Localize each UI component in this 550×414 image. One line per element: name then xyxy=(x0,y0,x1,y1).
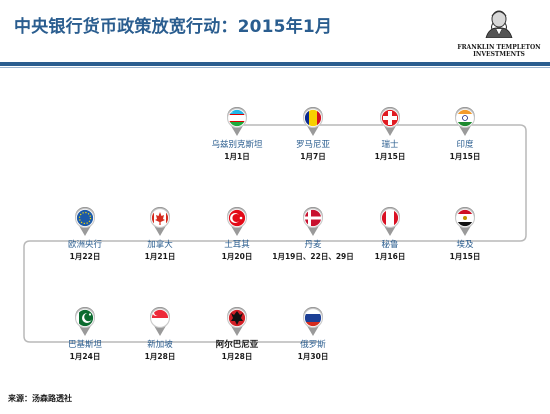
event-date: 1月30日 xyxy=(297,352,329,361)
event-date: 1月1日 xyxy=(224,152,250,161)
switzerland-flag-pin-icon xyxy=(378,106,402,137)
romania-flag-pin-icon xyxy=(301,106,325,137)
event-date: 1月28日 xyxy=(144,352,176,361)
event-date: 1月21日 xyxy=(144,252,176,261)
country-label: 埃及 xyxy=(456,240,474,250)
event-date: 1月22日 xyxy=(69,252,101,261)
header-rule xyxy=(0,62,550,66)
albania-flag-pin-icon xyxy=(225,306,249,337)
country-label: 秘鲁 xyxy=(381,240,399,250)
singapore-flag-pin-icon xyxy=(148,306,172,337)
country-label: 新加坡 xyxy=(147,340,173,350)
peru-flag-pin-icon xyxy=(378,206,402,237)
event-date: 1月15日 xyxy=(374,152,406,161)
denmark-flag-pin-icon xyxy=(301,206,325,237)
country-label: 乌兹别克斯坦 xyxy=(211,140,263,150)
turkey-flag-pin-icon xyxy=(225,206,249,237)
source-note: 来源：汤森路透社 xyxy=(8,394,72,403)
country-label: 阿尔巴尼亚 xyxy=(215,340,259,350)
event-date: 1月7日 xyxy=(300,152,326,161)
country-label: 罗马尼亚 xyxy=(295,140,330,150)
india-flag-pin-icon xyxy=(453,106,477,137)
country-label: 丹麦 xyxy=(304,240,322,250)
eu-flag-pin-icon xyxy=(73,206,97,237)
event-date: 1月15日 xyxy=(449,152,481,161)
logo-line-2: INVESTMENTS xyxy=(473,51,525,58)
event-date: 1月19日、22日、29日 xyxy=(272,252,354,261)
franklin-bust-icon xyxy=(485,10,513,39)
uzbekistan-flag-pin-icon xyxy=(225,106,249,137)
page-title: 中央银行货币政策放宽行动：2015年1月 xyxy=(14,17,333,37)
event-date: 1月15日 xyxy=(449,252,481,261)
franklin-templeton-logo: FRANKLIN TEMPLETON INVESTMENTS xyxy=(450,8,548,62)
country-label: 加拿大 xyxy=(147,240,173,250)
event-date: 1月16日 xyxy=(374,252,406,261)
country-label: 欧洲央行 xyxy=(67,240,102,250)
header-rule-thin xyxy=(0,67,550,68)
event-date: 1月24日 xyxy=(69,352,101,361)
country-label: 俄罗斯 xyxy=(300,340,326,350)
egypt-flag-pin-icon xyxy=(453,206,477,237)
logo-line-1: FRANKLIN TEMPLETON xyxy=(457,44,541,51)
country-label: 瑞士 xyxy=(381,140,399,150)
pakistan-flag-pin-icon xyxy=(73,306,97,337)
event-date: 1月20日 xyxy=(221,252,253,261)
country-label: 巴基斯坦 xyxy=(67,340,102,350)
country-label: 印度 xyxy=(456,140,474,150)
russia-flag-pin-icon xyxy=(301,306,325,337)
event-date: 1月28日 xyxy=(221,352,253,361)
canada-flag-pin-icon xyxy=(148,206,172,237)
country-label: 土耳其 xyxy=(224,240,250,250)
